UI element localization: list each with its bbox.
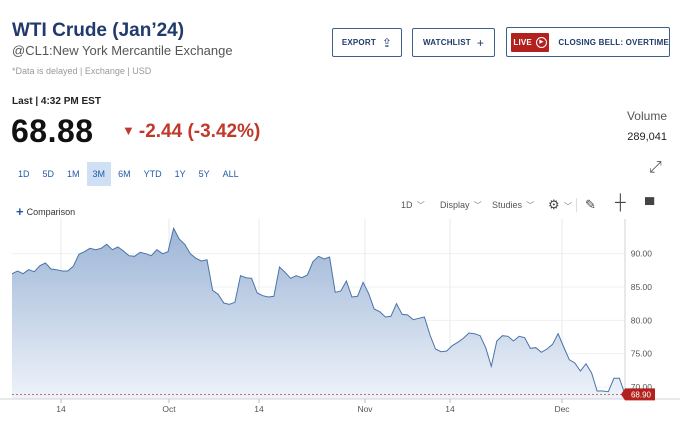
price-change: ▼ -2.44 (-3.42%) — [122, 121, 260, 143]
y-tick-label: 75.00 — [631, 349, 653, 359]
comparison-label: Comparison — [26, 207, 76, 217]
display-dropdown[interactable]: Display ﹀ — [440, 200, 482, 211]
price-change-value: -2.44 (-3.42%) — [138, 121, 261, 142]
closing-bell-label: CLOSING BELL: OVERTIME — [558, 37, 669, 47]
live-badge: LIVE ▶ — [511, 32, 550, 52]
range-button-3m[interactable]: 3M — [86, 162, 112, 186]
price-line — [11, 226, 626, 395]
y-tick-label: 85.00 — [631, 282, 653, 292]
expand-icon[interactable]: ⤢ — [649, 159, 662, 176]
range-button-all[interactable]: ALL — [222, 169, 239, 179]
x-tick-label: Dec — [554, 404, 570, 414]
last-trade-time: Last | 4:32 PM EST — [12, 96, 101, 107]
x-tick-label: Oct — [162, 404, 176, 414]
share-icon: ⇪ — [381, 35, 393, 50]
export-label: EXPORT — [341, 38, 376, 47]
range-button-5d[interactable]: 5D — [42, 169, 55, 179]
gear-icon[interactable]: ⚙ — [548, 197, 560, 212]
chevron-down-icon: ﹀ — [414, 201, 425, 210]
chevron-down-icon: ﹀ — [524, 201, 535, 210]
chart-svg: 90.00 85.00 80.00 75.00 70.00 14 Oct 14 Nov 14 Dec… — [0, 219, 680, 414]
chevron-down-icon: ﹀ — [564, 202, 572, 211]
last-price-tag — [621, 388, 655, 401]
y-tick-label: 90.00 — [631, 249, 653, 259]
x-tick-label: 14 — [254, 404, 264, 414]
interval-dropdown[interactable]: 1D ﹀ — [401, 200, 425, 211]
range-button-1m[interactable]: 1M — [67, 169, 80, 179]
range-button-ytd[interactable]: YTD — [143, 169, 162, 179]
instrument-title: WTI Crude (Jan’24) — [12, 20, 185, 41]
data-delay-note: *Data is delayed | Exchange | USD — [12, 66, 152, 76]
down-arrow-icon: ▼ — [122, 123, 135, 138]
display-label: Display — [440, 200, 470, 210]
interval-label: 1D — [401, 200, 413, 210]
plus-icon: + — [16, 204, 24, 219]
toolbar-divider — [576, 198, 577, 212]
live-label: LIVE — [513, 37, 532, 47]
x-tick-label: Nov — [357, 404, 373, 414]
x-tick-label: 14 — [56, 404, 66, 414]
comparison-button[interactable]: + Comparison — [16, 203, 76, 219]
volume-value: 289,041 — [627, 131, 667, 143]
time-range-selector: 1D 5D 1M 3M 6M YTD 1Y 5Y ALL — [12, 162, 246, 186]
play-icon: ▶ — [535, 36, 547, 48]
export-button[interactable]: EXPORT ⇪ — [332, 28, 402, 57]
chevron-down-icon: ﹀ — [471, 201, 482, 210]
last-price-tag-label: 68.90 — [631, 390, 652, 399]
exchange-subtitle: @CL1:New York Mercantile Exchange — [12, 43, 233, 58]
y-tick-label: 70.00 — [631, 382, 653, 392]
comment-icon[interactable]: ▀ — [645, 197, 655, 212]
studies-dropdown[interactable]: Studies ﹀ — [492, 200, 534, 211]
y-tick-label: 80.00 — [631, 315, 653, 325]
closing-bell-button[interactable]: LIVE ▶ CLOSING BELL: OVERTIME — [506, 27, 670, 57]
price-chart[interactable]: 90.00 85.00 80.00 75.00 70.00 14 Oct 14 Nov 14 Dec… — [0, 219, 680, 428]
pencil-icon[interactable]: ✎ — [585, 197, 596, 212]
crosshair-icon[interactable]: ┼ — [615, 194, 626, 211]
volume-label: Volume — [626, 109, 667, 123]
watchlist-label: WATCHLIST — [422, 38, 471, 47]
price-area — [12, 228, 625, 399]
settings-chevron[interactable]: ﹀ — [562, 201, 572, 212]
watchlist-button[interactable]: WATCHLIST + — [412, 28, 495, 57]
x-tick-label: 14 — [445, 404, 455, 414]
studies-label: Studies — [492, 200, 523, 210]
last-price: 68.88 — [11, 113, 94, 149]
range-button-1d[interactable]: 1D — [18, 169, 30, 179]
range-button-1y[interactable]: 1Y — [174, 169, 186, 179]
range-button-5y[interactable]: 5Y — [198, 169, 210, 179]
range-button-6m[interactable]: 6M — [118, 169, 131, 179]
plus-icon: + — [476, 35, 485, 50]
